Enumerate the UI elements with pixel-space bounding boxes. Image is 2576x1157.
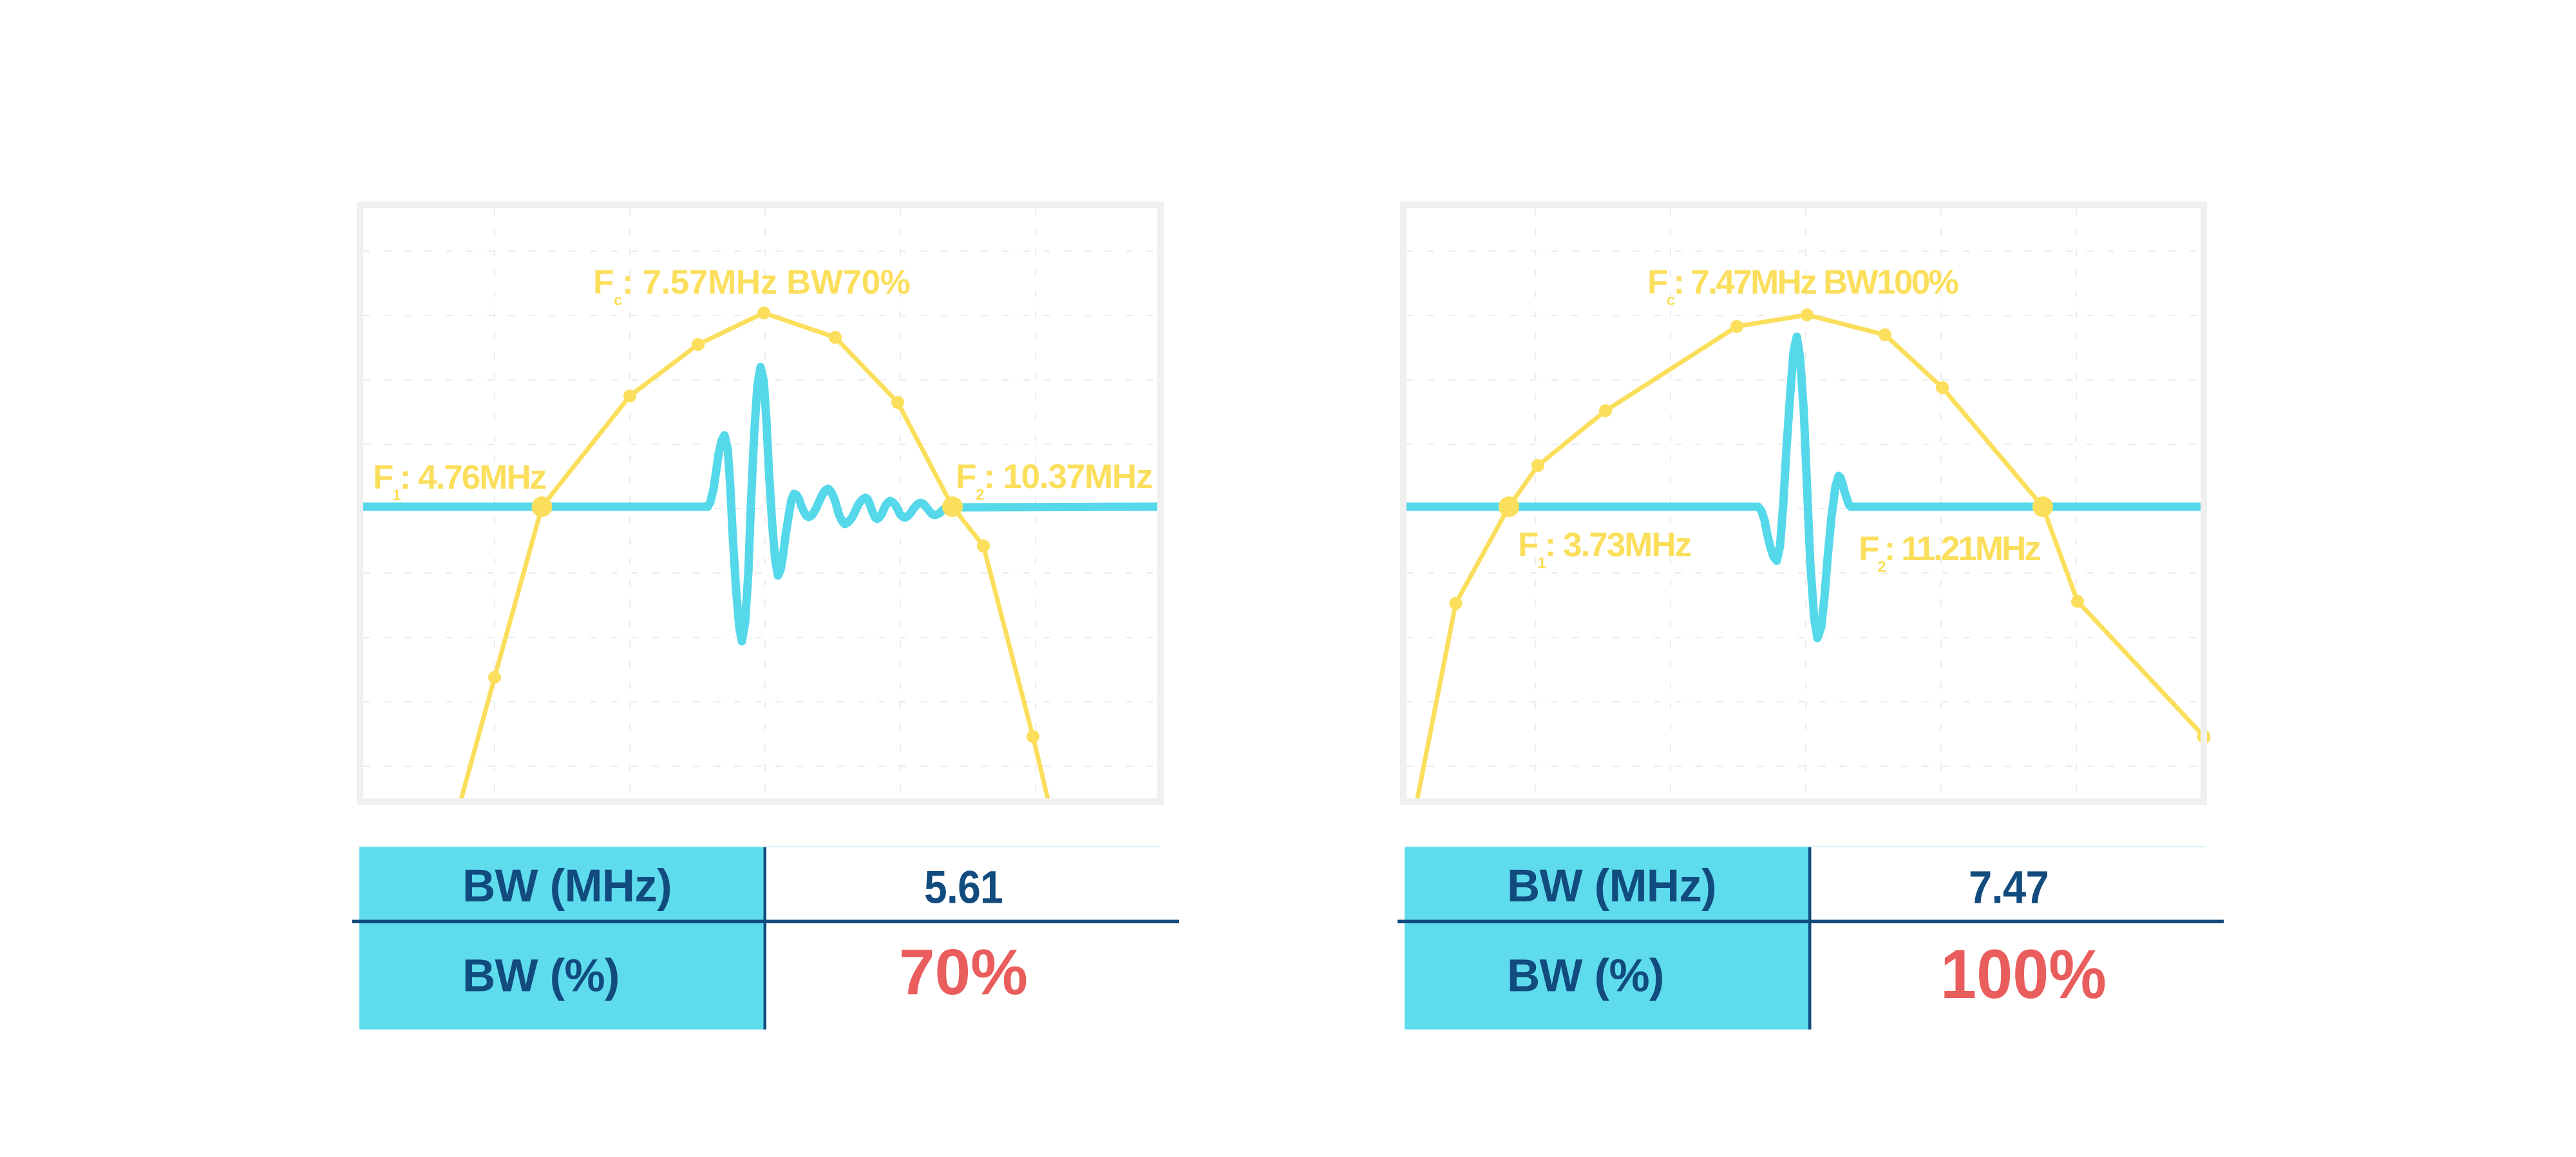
svg-text:7.47: 7.47	[1969, 863, 2049, 914]
svg-text:BW (%): BW (%)	[1507, 951, 1664, 1002]
svg-text:100%: 100%	[1940, 935, 2107, 1013]
svg-text:BW (MHz): BW (MHz)	[462, 861, 672, 912]
svg-text:70%: 70%	[899, 936, 1028, 1008]
svg-text:BW (MHz): BW (MHz)	[1507, 861, 1716, 912]
svg-text:5.61: 5.61	[924, 863, 1003, 914]
svg-text:BW (%): BW (%)	[462, 951, 620, 1002]
